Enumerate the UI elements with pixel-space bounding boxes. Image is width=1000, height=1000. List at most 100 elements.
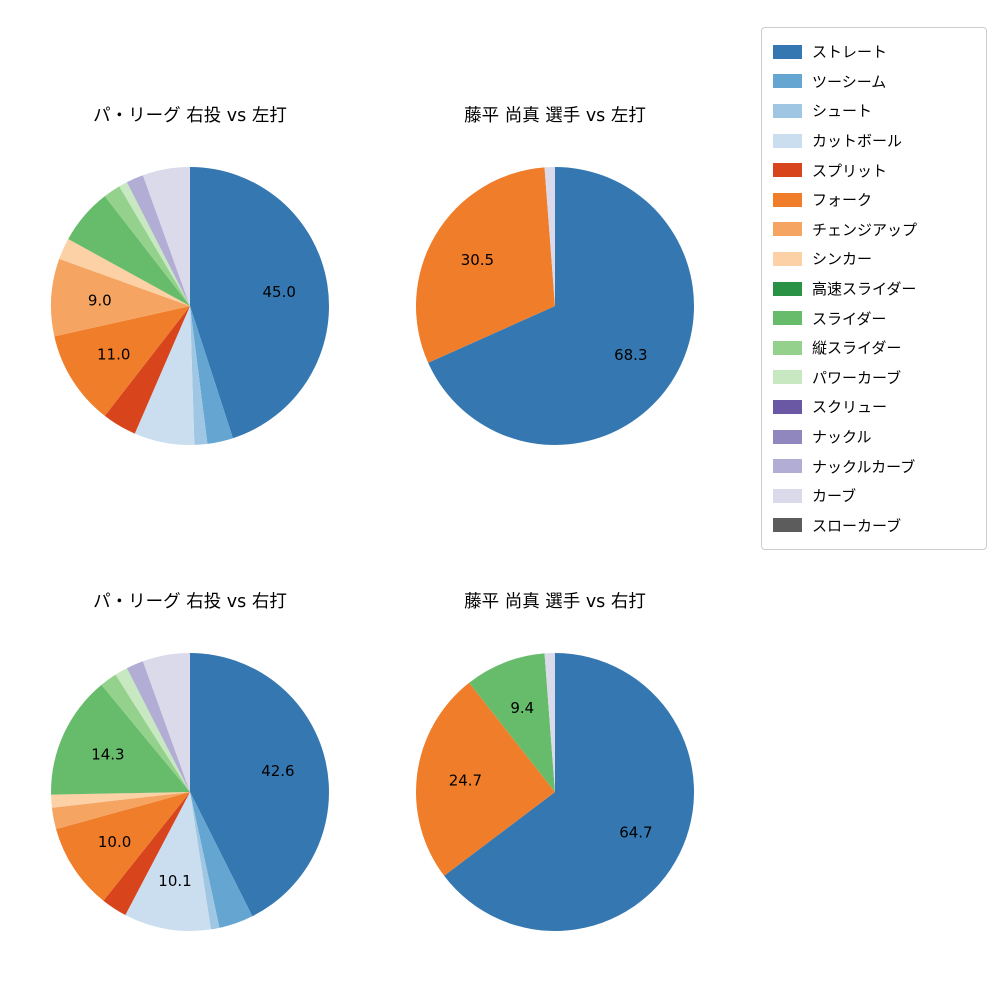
pie-percent-label-fork: 11.0 (97, 345, 130, 363)
chart-fujihira-vs-left: 藤平 尚真 選手 vs 左打 68.3 30.5 (415, 104, 695, 446)
legend-label-slider: スライダー (812, 309, 887, 328)
fast-slider-swatch-icon (773, 281, 802, 296)
pie-slice-straight (428, 167, 695, 446)
legend-label-sinker: シンカー (812, 250, 873, 269)
pie-slice-straight (190, 167, 330, 439)
pie-slice-changeup (51, 258, 190, 337)
pie-slice-shoot (190, 792, 220, 930)
pie-percent-label-straight: 45.0 (262, 283, 295, 301)
legend-label-cut-ball: カットボール (812, 132, 903, 151)
pie-slice-split (103, 792, 190, 916)
legend-item-straight: ストレート (773, 37, 975, 67)
pie-percent-label-straight: 42.6 (261, 762, 294, 780)
pie-slice-slider (68, 196, 190, 306)
pie-chart-pa-league-vs-right: 42.6 10.1 10.0 14.3 (50, 653, 329, 931)
pie-slice-fork (54, 306, 190, 416)
legend-item-shoot: シュート (773, 96, 975, 126)
pie-percent-label-straight: 64.7 (619, 823, 652, 841)
pie-slice-power-curve (115, 668, 190, 792)
legend-item-fast-slider: 高速スライダー (773, 274, 975, 304)
pie-percent-label-fork: 10.0 (98, 833, 131, 851)
pie-percent-label-slider: 14.3 (91, 745, 124, 763)
legend-label-vertical-slider: 縦スライダー (812, 339, 902, 358)
slow-curve-swatch-icon (773, 518, 802, 533)
legend-item-knuckle-curve: ナックルカーブ (773, 451, 975, 481)
legend-label-changeup: チェンジアップ (812, 220, 918, 239)
pie-percent-label-changeup: 9.0 (88, 291, 112, 309)
pie-slice-curve (544, 166, 555, 306)
legend-item-slider: スライダー (773, 303, 975, 333)
legend-label-knuckle-curve: ナックルカーブ (812, 457, 916, 476)
pie-percent-label-straight: 68.3 (614, 346, 647, 364)
legend-item-knuckle: ナックル (773, 422, 975, 452)
pie-percent-label-fork: 30.5 (461, 251, 494, 269)
pie-slice-sinker (51, 792, 190, 808)
pie-slice-slider (50, 684, 191, 795)
pie-slice-two-seam (190, 792, 253, 928)
legend-item-screw: スクリュー (773, 392, 975, 422)
shoot-swatch-icon (773, 103, 802, 118)
pie-slice-fork (56, 792, 190, 901)
pie-slice-sinker (59, 239, 190, 306)
legend-label-curve: カーブ (812, 487, 857, 506)
chart-pa-league-vs-right: パ・リーグ 右投 vs 右打 42.6 10.1 10.0 14.3 (50, 590, 330, 932)
legend-item-cut-ball: カットボール (773, 126, 975, 156)
knuckle-swatch-icon (773, 429, 802, 444)
pie-percent-label-slider: 9.4 (510, 699, 534, 717)
pie-slice-curve (142, 653, 190, 792)
legend-label-two-seam: ツーシーム (812, 72, 887, 91)
pie-slice-vertical-slider (104, 186, 190, 306)
vertical-slider-swatch-icon (773, 340, 802, 355)
legend-label-screw: スクリュー (812, 398, 888, 417)
fork-swatch-icon (773, 192, 802, 207)
pie-slice-split (104, 306, 190, 434)
pie-chart-fujihira-vs-left: 68.3 30.5 (416, 166, 695, 446)
curve-swatch-icon (773, 488, 802, 503)
chart-pa-league-vs-left: パ・リーグ 右投 vs 左打 45.0 11.0 9.0 (50, 104, 330, 446)
legend-label-straight: ストレート (812, 43, 888, 62)
pie-slice-slider (469, 653, 555, 792)
chart-title-fujihira-vs-left: 藤平 尚真 選手 vs 左打 (464, 106, 646, 126)
legend-item-changeup: チェンジアップ (773, 215, 975, 245)
legend-item-fork: フォーク (773, 185, 975, 215)
slider-swatch-icon (773, 311, 802, 326)
pie-percent-label-cut-ball: 10.1 (158, 872, 191, 890)
pie-slice-straight (444, 653, 695, 931)
legend-label-knuckle: ナックル (812, 428, 872, 447)
legend-item-sinker: シンカー (773, 244, 975, 274)
legend-item-curve: カーブ (773, 481, 975, 511)
chart-title-pa-league-vs-right: パ・リーグ 右投 vs 右打 (93, 592, 287, 612)
pie-slice-cut-ball (134, 306, 195, 445)
changeup-swatch-icon (773, 222, 802, 237)
legend-item-slow-curve: スローカーブ (773, 511, 975, 541)
pie-slice-knuckle-curve (126, 661, 190, 792)
power-curve-swatch-icon (773, 370, 802, 385)
two-seam-swatch-icon (773, 74, 802, 89)
legend-label-shoot: シュート (812, 102, 873, 121)
sinker-swatch-icon (773, 251, 802, 266)
pie-slice-straight (190, 653, 329, 917)
pie-slice-changeup (51, 792, 190, 830)
pie-slice-vertical-slider (101, 674, 190, 792)
straight-swatch-icon (773, 44, 802, 59)
legend-label-fast-slider: 高速スライダー (812, 280, 917, 299)
cut-ball-swatch-icon (773, 133, 802, 148)
legend-item-vertical-slider: 縦スライダー (773, 333, 975, 363)
knuckle-curve-swatch-icon (773, 459, 802, 474)
pie-slice-shoot (190, 306, 208, 445)
chart-title-fujihira-vs-right: 藤平 尚真 選手 vs 右打 (464, 592, 646, 612)
legend-item-two-seam: ツーシーム (773, 67, 975, 97)
legend-item-power-curve: パワーカーブ (773, 363, 975, 393)
legend: ストレート ツーシーム シュート カットボール スプリット フォーク チェンジアップ シンカー… (761, 27, 987, 551)
split-swatch-icon (773, 163, 802, 178)
legend-label-power-curve: パワーカーブ (812, 368, 902, 387)
pie-slice-fork (416, 167, 555, 363)
chart-fujihira-vs-right: 藤平 尚真 選手 vs 右打 64.7 24.7 9.4 (415, 590, 695, 932)
pie-slice-cut-ball (125, 792, 211, 931)
pie-slice-two-seam (190, 306, 233, 444)
pie-slice-knuckle-curve (126, 175, 190, 306)
pie-slice-power-curve (119, 182, 190, 306)
legend-label-fork: フォーク (812, 191, 873, 210)
pie-slice-curve (142, 167, 190, 306)
pie-slice-fork (416, 682, 555, 876)
